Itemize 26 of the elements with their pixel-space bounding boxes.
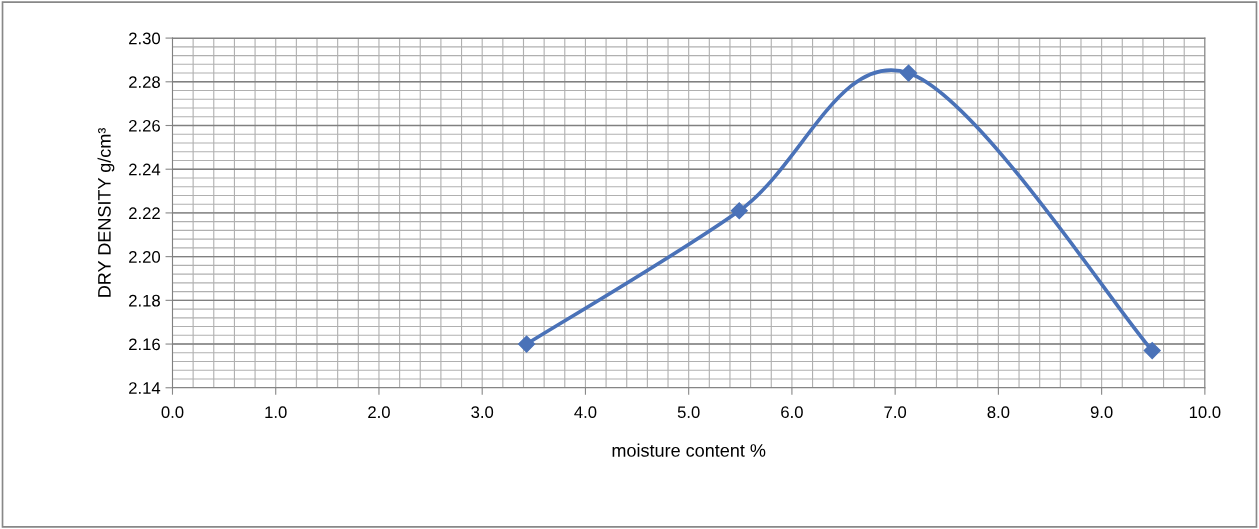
point	[1143, 342, 1161, 360]
y-tick-label: 2.28	[129, 76, 160, 88]
y-tick-label: 2.30	[129, 32, 161, 45]
y-axis-title: DRY DENSITY g/cm³	[97, 127, 115, 297]
x-tick-label: 4.0	[574, 406, 597, 419]
x-tick-label: 3.0	[471, 406, 494, 419]
point	[900, 64, 918, 82]
y-tick-label: 2.16	[129, 338, 160, 351]
x-tick-label: 8.0	[987, 406, 1010, 419]
x-tick-label: 2.0	[368, 406, 390, 419]
y-tick-label: 2.24	[129, 163, 161, 176]
x-tick-label: 9.0	[1090, 406, 1113, 419]
x-tick-label: 6.0	[781, 406, 803, 419]
y-tick-label: 2.20	[129, 251, 161, 263]
x-tick-label: 0.0	[161, 406, 184, 419]
x-tick-label: 7.0	[884, 406, 907, 419]
x-tick-label: 10.0	[1189, 406, 1221, 419]
point	[730, 202, 748, 220]
x-axis-title: moisture content %	[612, 443, 766, 457]
y-tick-label: 2.14	[129, 382, 161, 394]
x-tick-label: 1.0	[265, 406, 287, 419]
y-tick-label: 2.18	[129, 294, 160, 307]
x-tick-label: 5.0	[677, 406, 700, 419]
y-tick-label: 2.26	[129, 119, 160, 132]
y-tick-label: 2.22	[129, 207, 160, 219]
point	[518, 335, 536, 353]
